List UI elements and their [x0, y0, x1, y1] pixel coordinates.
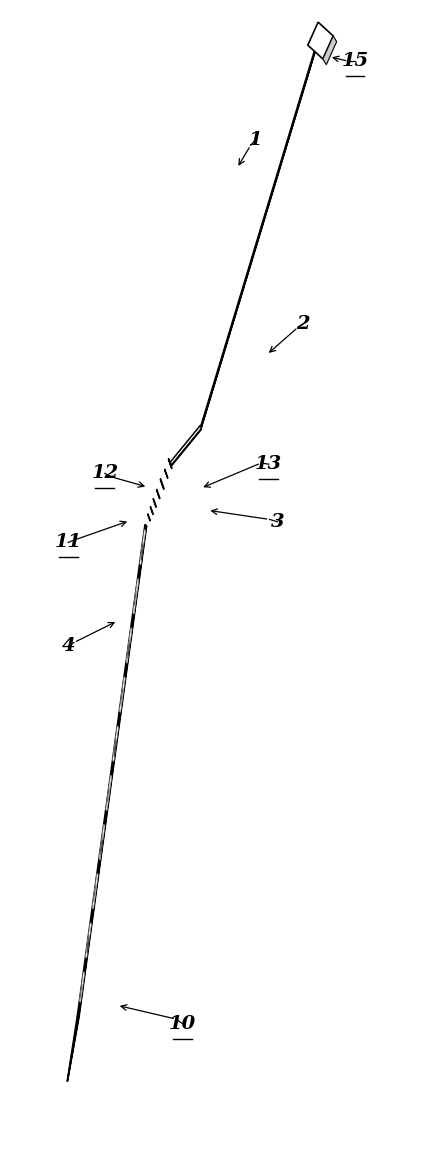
Text: 11: 11: [55, 533, 82, 552]
Polygon shape: [100, 837, 102, 852]
Polygon shape: [127, 640, 130, 655]
Polygon shape: [67, 1017, 79, 1081]
Polygon shape: [323, 36, 337, 65]
Text: 13: 13: [255, 455, 283, 473]
Polygon shape: [148, 514, 150, 520]
Polygon shape: [160, 480, 164, 489]
Polygon shape: [201, 50, 316, 428]
Polygon shape: [201, 48, 316, 428]
Polygon shape: [160, 479, 164, 489]
Text: 12: 12: [91, 464, 118, 482]
Polygon shape: [107, 787, 109, 802]
Polygon shape: [120, 689, 123, 704]
Text: 4: 4: [62, 637, 75, 655]
Polygon shape: [150, 507, 153, 515]
Polygon shape: [92, 874, 98, 909]
Polygon shape: [101, 840, 103, 855]
Text: 2: 2: [296, 315, 310, 332]
Polygon shape: [141, 545, 144, 560]
Polygon shape: [67, 1016, 79, 1081]
Polygon shape: [134, 591, 136, 606]
Polygon shape: [86, 935, 89, 950]
Text: 3: 3: [270, 512, 284, 531]
Polygon shape: [93, 886, 96, 901]
Polygon shape: [153, 499, 156, 508]
Polygon shape: [171, 428, 201, 466]
Polygon shape: [119, 676, 125, 712]
Polygon shape: [140, 530, 146, 565]
Polygon shape: [80, 984, 82, 999]
Polygon shape: [164, 469, 168, 479]
Polygon shape: [153, 499, 156, 508]
Polygon shape: [133, 578, 139, 614]
Polygon shape: [164, 470, 168, 479]
Polygon shape: [168, 459, 172, 469]
Polygon shape: [128, 643, 130, 658]
Polygon shape: [79, 972, 85, 1003]
Polygon shape: [148, 515, 150, 522]
Polygon shape: [114, 739, 116, 754]
Polygon shape: [114, 742, 116, 757]
Polygon shape: [156, 489, 160, 500]
Polygon shape: [87, 938, 89, 953]
Polygon shape: [112, 726, 118, 762]
Polygon shape: [126, 628, 132, 664]
Polygon shape: [171, 425, 201, 465]
Polygon shape: [156, 489, 160, 499]
Text: 10: 10: [169, 1014, 196, 1033]
Polygon shape: [99, 824, 105, 860]
Polygon shape: [106, 775, 112, 811]
Text: 15: 15: [342, 52, 368, 70]
Polygon shape: [77, 524, 146, 1017]
Polygon shape: [308, 22, 333, 59]
Polygon shape: [150, 507, 153, 515]
Polygon shape: [79, 525, 147, 1018]
Text: 1: 1: [249, 130, 263, 149]
Polygon shape: [168, 458, 172, 469]
Polygon shape: [85, 922, 92, 958]
Polygon shape: [141, 541, 143, 557]
